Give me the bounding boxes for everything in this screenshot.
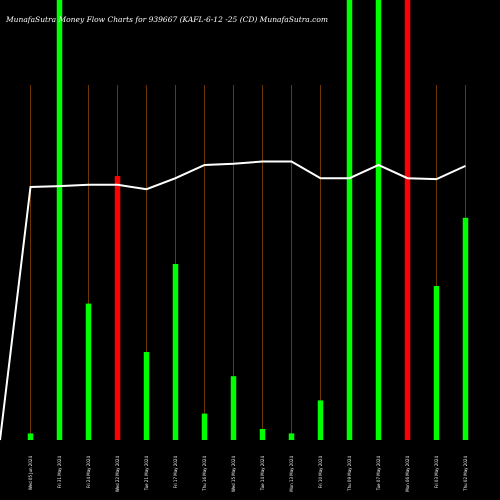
bar — [404, 0, 411, 440]
x-tick-label: Tue 21 May 2024 — [144, 456, 149, 492]
x-tick-label: Tue 14 May 2024 — [260, 456, 265, 492]
bar — [201, 413, 208, 440]
x-tick-label: Fri 24 May 2024 — [86, 456, 91, 489]
x-tick-label: Tue 07 May 2024 — [376, 456, 381, 492]
bar — [172, 264, 179, 440]
bar — [56, 0, 63, 440]
bar — [433, 286, 440, 440]
x-tick-label: Wed 05 Jun 2024 — [28, 456, 33, 491]
x-tick-label: Thu 02 May 2024 — [463, 456, 468, 492]
x-tick-label: Fri 17 May 2024 — [173, 456, 178, 489]
bar — [114, 176, 121, 440]
chart-title: MunafaSutra Money Flow Charts for 939667… — [5, 15, 328, 24]
x-tick-label: Fri 31 May 2024 — [57, 456, 62, 489]
bars-layer — [27, 0, 469, 440]
x-tick-label: Thu 16 May 2024 — [202, 456, 207, 492]
x-tick-label: Mon 13 May 2024 — [289, 456, 294, 492]
tick-labels: Wed 05 Jun 2024 Fri 31 May 2024 Fri 24 May… — [28, 456, 468, 493]
x-tick-label: Fri 03 May 2024 — [434, 456, 439, 489]
bar — [462, 217, 469, 440]
bar — [346, 0, 353, 440]
bar — [259, 429, 266, 440]
bar — [230, 376, 237, 440]
x-tick-label: Mon 06 May 2024 — [405, 456, 410, 492]
bar — [85, 303, 92, 440]
bar — [317, 400, 324, 440]
bar — [27, 433, 34, 440]
line-layer — [0, 160, 466, 441]
x-tick-label: Wed 22 May 2024 — [115, 456, 120, 493]
x-tick-label: Thu 09 May 2024 — [347, 456, 352, 492]
flow-line — [0, 160, 466, 441]
bar — [143, 352, 150, 440]
x-tick-label: Fri 10 May 2024 — [318, 456, 323, 489]
bar — [375, 0, 382, 440]
x-tick-label: Wed 15 May 2024 — [231, 456, 236, 493]
bar — [288, 433, 295, 440]
